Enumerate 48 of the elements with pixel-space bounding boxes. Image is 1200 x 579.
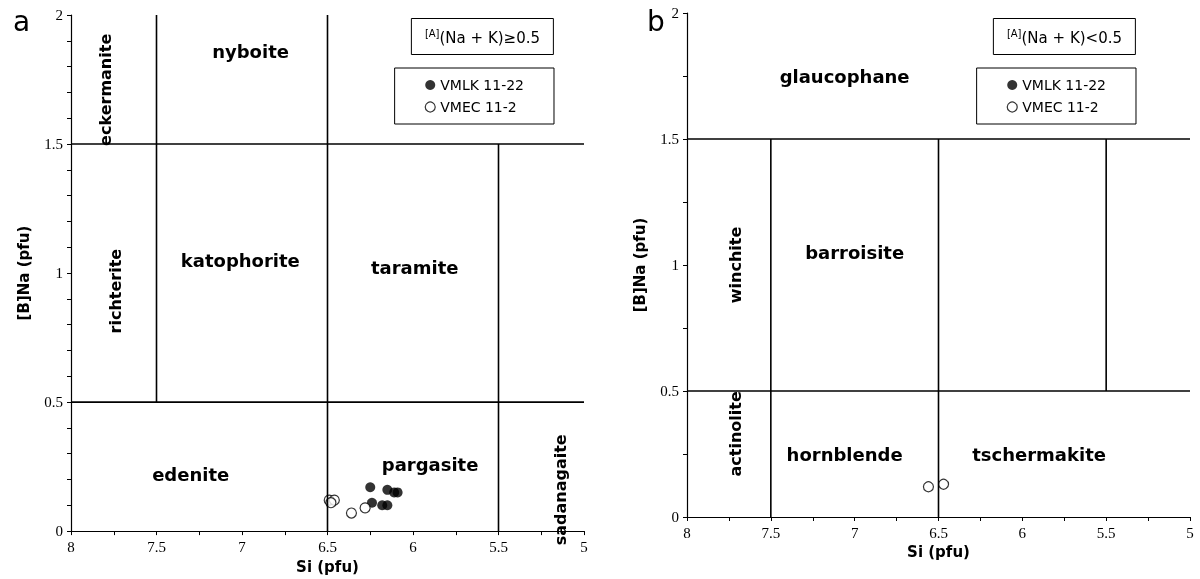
x-axis-title: Si (pfu) bbox=[907, 543, 970, 562]
annotation: sadanagaite bbox=[550, 434, 570, 546]
x-tick-label: 6.5 bbox=[318, 538, 337, 555]
x-tick-label: 6.5 bbox=[929, 524, 948, 541]
chart-title: b bbox=[647, 4, 665, 38]
y-axis-title: [B]Na (pfu) bbox=[630, 217, 649, 313]
annotation: richterite bbox=[105, 248, 125, 334]
annotation: taramite bbox=[370, 257, 459, 279]
y-tick-label: 0 bbox=[55, 523, 63, 540]
annotation: winchite bbox=[726, 226, 746, 304]
annotation: hornblende bbox=[786, 443, 903, 465]
legend-label: VMEC 11-2 bbox=[1022, 99, 1099, 115]
legend-label: VMLK 11-22 bbox=[1022, 77, 1107, 93]
y-tick-label: 0 bbox=[671, 509, 679, 525]
x-tick-label: 7 bbox=[850, 524, 859, 541]
x-tick-label: 6 bbox=[1018, 524, 1027, 541]
y-tick-label: 2 bbox=[671, 5, 679, 21]
y-tick-label: 0.5 bbox=[660, 383, 679, 399]
x-tick-label: 8 bbox=[67, 538, 75, 555]
annotation: eckermanite bbox=[95, 33, 115, 146]
x-tick-label: 5.5 bbox=[489, 538, 508, 555]
y-tick-label: 0.5 bbox=[44, 394, 63, 411]
annotation: tschermakite bbox=[972, 443, 1106, 465]
y-axis-title: [B]Na (pfu) bbox=[14, 225, 33, 321]
x-tick-label: 8 bbox=[683, 524, 691, 541]
legend-label: VMLK 11-22 bbox=[440, 77, 525, 93]
y-tick-label: 2 bbox=[55, 7, 63, 23]
legend-label: VMEC 11-2 bbox=[440, 99, 517, 115]
x-tick-label: 5 bbox=[1186, 524, 1194, 541]
x-tick-label: 7 bbox=[238, 538, 247, 555]
x-tick-label: 6 bbox=[409, 538, 418, 555]
y-tick-label: 1.5 bbox=[660, 131, 679, 147]
annotation: edenite bbox=[152, 463, 230, 485]
x-tick-label: 5 bbox=[580, 538, 588, 555]
x-tick-label: 5.5 bbox=[1096, 524, 1116, 541]
annotation: pargasite bbox=[381, 453, 479, 475]
x-tick-label: 7.5 bbox=[147, 538, 166, 555]
annotation: actinolite bbox=[726, 391, 746, 477]
annotation: katophorite bbox=[180, 249, 300, 271]
y-tick-label: 1.5 bbox=[44, 136, 63, 153]
annotation: nyboite bbox=[212, 40, 289, 62]
chart-title: a bbox=[13, 4, 31, 38]
x-axis-title: Si (pfu) bbox=[296, 557, 359, 576]
annotation: glaucophane bbox=[779, 65, 910, 87]
y-tick-label: 1 bbox=[671, 257, 679, 273]
annotation: barroisite bbox=[805, 241, 905, 263]
x-tick-label: 7.5 bbox=[761, 524, 781, 541]
y-tick-label: 1 bbox=[55, 265, 63, 282]
